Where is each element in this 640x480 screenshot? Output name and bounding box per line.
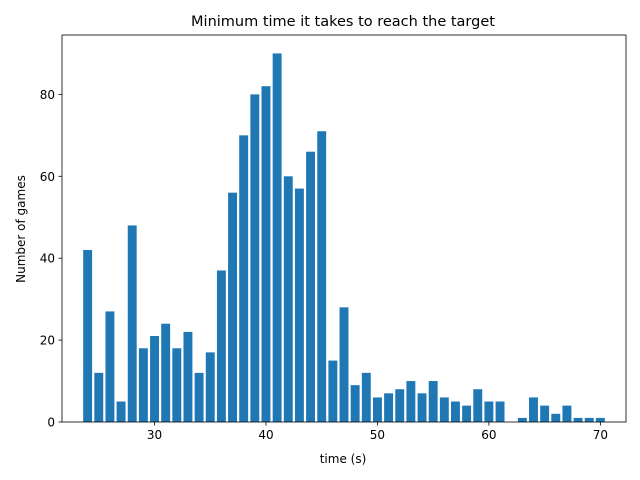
bar-48 <box>350 385 360 422</box>
bar-52 <box>395 389 405 422</box>
bar-30 <box>150 336 159 422</box>
bar-60 <box>484 401 494 422</box>
bar-29 <box>138 348 148 422</box>
bar-37 <box>228 192 237 422</box>
bar-40 <box>261 86 271 422</box>
x-tick-label-50: 50 <box>370 428 385 442</box>
chart-title: Minimum time it takes to reach the targe… <box>191 14 495 30</box>
y-tick-label-80: 80 <box>40 88 55 102</box>
x-axis-label: time (s) <box>320 452 367 466</box>
axes-group: 30 40 50 60 70 0 20 40 60 80 <box>40 34 627 442</box>
x-tick-label-60: 60 <box>481 428 496 442</box>
x-tick-label-70: 70 <box>593 428 608 442</box>
bar-42 <box>283 176 293 422</box>
bar-32 <box>172 348 182 422</box>
bar-39 <box>250 94 260 422</box>
bar-50 <box>372 397 382 422</box>
bar-54 <box>417 393 427 422</box>
bars-group <box>83 53 605 423</box>
bar-57 <box>451 401 460 422</box>
bar-46 <box>328 360 338 422</box>
x-tick-label-30: 30 <box>147 428 162 442</box>
bar-53 <box>406 381 416 422</box>
y-tick-label-0: 0 <box>47 416 55 430</box>
bar-49 <box>361 372 371 422</box>
bar-68 <box>573 417 583 422</box>
bar-47 <box>339 307 349 422</box>
bar-36 <box>216 270 226 422</box>
y-tick-label-40: 40 <box>40 252 55 266</box>
y-tick-label-20: 20 <box>40 334 55 348</box>
bar-59 <box>473 389 483 422</box>
bar-41 <box>272 53 282 423</box>
bar-25 <box>94 372 104 422</box>
y-tick-label-60: 60 <box>40 170 55 184</box>
bar-58 <box>462 405 472 422</box>
y-axis-label: Number of games <box>14 175 28 283</box>
x-tick-label-40: 40 <box>258 428 273 442</box>
bar-51 <box>384 393 394 422</box>
bar-24 <box>83 250 93 422</box>
bar-27 <box>116 401 126 422</box>
bar-65 <box>540 405 550 422</box>
bar-69 <box>584 417 594 422</box>
bar-63 <box>517 417 527 422</box>
bar-55 <box>428 381 438 422</box>
bar-31 <box>161 323 171 422</box>
bar-33 <box>183 331 193 422</box>
bar-43 <box>294 188 304 422</box>
bar-64 <box>529 397 538 422</box>
bar-45 <box>317 131 327 423</box>
bar-28 <box>127 225 137 422</box>
bar-35 <box>205 352 215 422</box>
bar-66 <box>551 413 561 422</box>
bar-56 <box>439 397 449 422</box>
bar-70 <box>595 417 605 422</box>
bar-26 <box>105 311 115 422</box>
bar-38 <box>239 135 249 422</box>
bar-67 <box>562 405 572 422</box>
bar-61 <box>495 401 505 422</box>
plot-frame <box>61 34 627 423</box>
bar-34 <box>194 372 204 422</box>
bar-44 <box>306 151 316 422</box>
